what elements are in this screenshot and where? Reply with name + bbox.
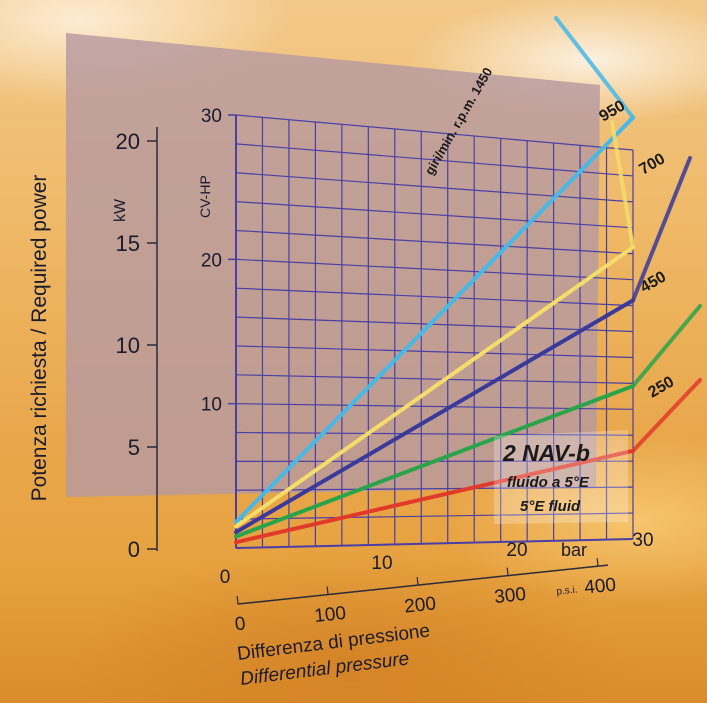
chart-subtitle-it: fluido a 5°E xyxy=(507,474,590,491)
hp-tick-label: 30 xyxy=(201,106,222,127)
bar-tick-label: 20 xyxy=(506,540,527,561)
psi-unit-label: p.s.i. xyxy=(556,584,578,597)
series-tail-950 xyxy=(612,122,633,247)
hp-tick-label: 10 xyxy=(201,395,222,416)
chart-title: 2 NAV-b xyxy=(502,440,590,466)
y-axis-title: Potenza richiesta / Required power xyxy=(28,175,51,502)
psi-tick-label: 100 xyxy=(313,603,347,627)
title-box: 2 NAV-b fluido a 5°E 5°E fluid xyxy=(494,430,628,524)
hp-unit-label: CV-HP xyxy=(197,175,213,218)
kw-tick-label: 0 xyxy=(128,537,140,562)
kw-tick-label: 5 xyxy=(128,435,140,460)
bar-tick-label: 10 xyxy=(371,553,392,574)
kw-tick-label: 15 xyxy=(116,231,140,256)
kw-tick-label: 20 xyxy=(116,129,140,154)
kw-unit-label: kW xyxy=(112,198,129,222)
psi-tick-label: 300 xyxy=(493,584,527,608)
bar-unit-label: bar xyxy=(561,540,587,560)
kw-tick-label: 10 xyxy=(116,333,140,358)
chart-subtitle-en: 5°E fluid xyxy=(520,498,581,515)
psi-tick-label: 200 xyxy=(403,593,437,617)
psi-tick-label: 0 xyxy=(234,613,247,635)
curve-label-700: 700 xyxy=(637,150,669,178)
psi-tick-label: 400 xyxy=(583,574,617,598)
bar-tick-label: 0 xyxy=(220,567,231,588)
hp-tick-label: 20 xyxy=(201,250,222,271)
curve-label-250: 250 xyxy=(646,373,678,401)
bar-tick-label: 30 xyxy=(632,530,653,551)
